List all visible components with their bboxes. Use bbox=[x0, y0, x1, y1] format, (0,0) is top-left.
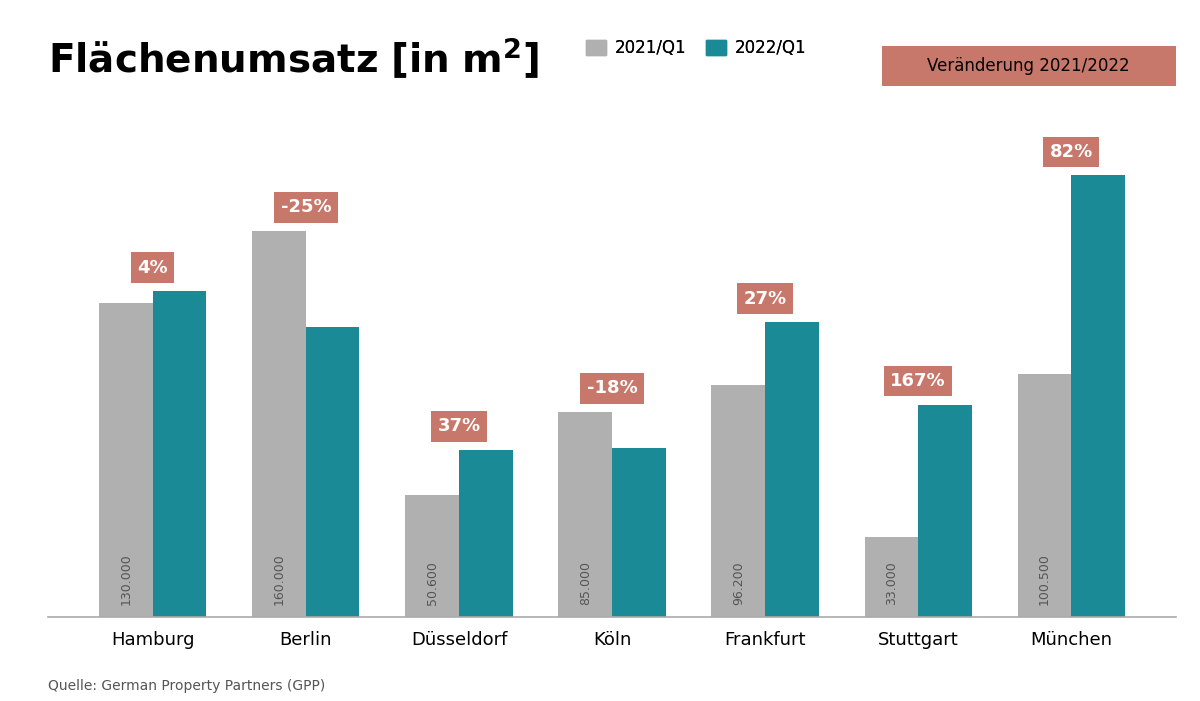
Text: -25%: -25% bbox=[281, 198, 331, 217]
Bar bbox=[306, 327, 360, 617]
Text: -18%: -18% bbox=[587, 379, 637, 397]
Bar bbox=[100, 304, 152, 617]
Text: 88.000: 88.000 bbox=[938, 561, 952, 605]
Text: 85.000: 85.000 bbox=[578, 561, 592, 605]
Text: 120.000: 120.000 bbox=[326, 553, 340, 605]
Legend: 2021/Q1, 2022/Q1: 2021/Q1, 2022/Q1 bbox=[587, 39, 806, 57]
Text: 4%: 4% bbox=[138, 259, 168, 277]
Text: $\bf{Flächenumsatz\ [in\ m^2]}$: $\bf{Flächenumsatz\ [in\ m^2]}$ bbox=[48, 36, 539, 81]
Bar bbox=[458, 450, 512, 617]
Bar bbox=[152, 291, 206, 617]
Bar bbox=[766, 322, 818, 617]
Bar bbox=[918, 404, 972, 617]
Text: 167%: 167% bbox=[890, 372, 946, 390]
Bar bbox=[406, 495, 458, 617]
Bar bbox=[864, 537, 918, 617]
Bar bbox=[558, 411, 612, 617]
Text: 130.000: 130.000 bbox=[120, 553, 132, 605]
Text: 135.000: 135.000 bbox=[173, 553, 186, 605]
Text: 33.000: 33.000 bbox=[884, 561, 898, 605]
Text: 50.600: 50.600 bbox=[426, 561, 439, 605]
Text: 122.100: 122.100 bbox=[785, 553, 798, 605]
Text: 82%: 82% bbox=[1050, 143, 1093, 161]
Bar bbox=[1072, 175, 1124, 617]
Bar bbox=[612, 448, 666, 617]
Text: 96.200: 96.200 bbox=[732, 562, 745, 605]
Bar bbox=[252, 231, 306, 617]
Text: 27%: 27% bbox=[744, 290, 787, 308]
Text: Quelle: German Property Partners (GPP): Quelle: German Property Partners (GPP) bbox=[48, 679, 325, 693]
Bar bbox=[1018, 374, 1072, 617]
Text: 100.500: 100.500 bbox=[1038, 553, 1051, 605]
Text: 70.000: 70.000 bbox=[632, 561, 646, 605]
Text: 183.000: 183.000 bbox=[1092, 553, 1104, 605]
Text: 160.000: 160.000 bbox=[272, 553, 286, 605]
Text: 69.200: 69.200 bbox=[479, 562, 492, 605]
Text: Veränderung 2021/2022: Veränderung 2021/2022 bbox=[928, 57, 1129, 75]
Text: 37%: 37% bbox=[437, 417, 480, 435]
Bar bbox=[712, 385, 766, 617]
